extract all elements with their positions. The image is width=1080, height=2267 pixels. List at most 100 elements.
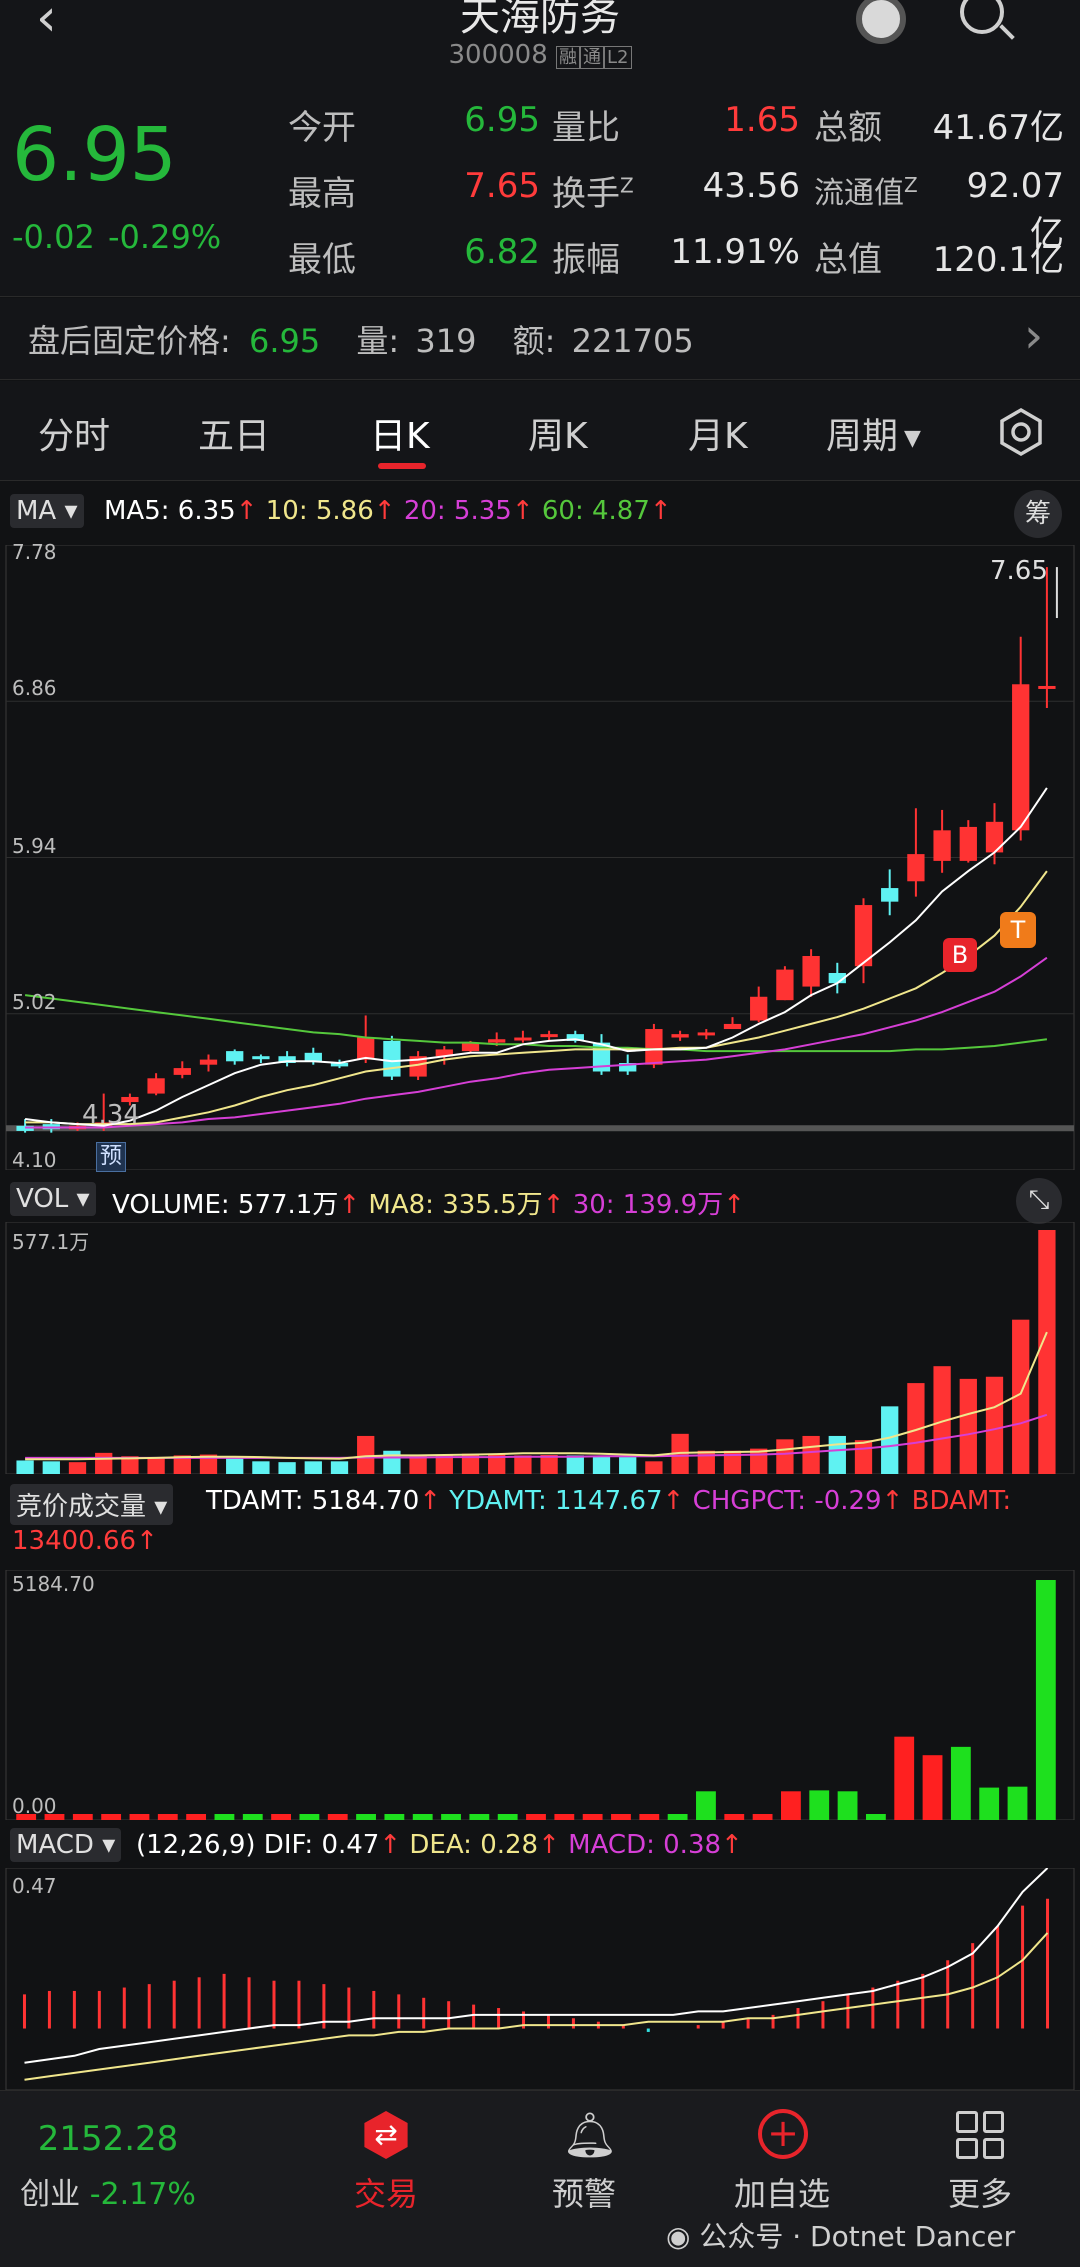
bdamt-row: 13400.66↑	[12, 1526, 158, 1556]
tab-five-day[interactable]: 五日	[198, 416, 271, 457]
auction-bar	[809, 1790, 830, 1820]
tab-weekly-k[interactable]: 周K	[528, 416, 588, 457]
level2-badge: L2	[604, 46, 632, 69]
grid-icon	[956, 2111, 1004, 2159]
tab-monthly-k[interactable]: 月K	[688, 416, 748, 457]
nav-add-watch-label: 加自选	[733, 2175, 830, 2213]
after-hours-bar[interactable]: 盘后固定价格: 6.95 量: 319 额: 221705 ›	[0, 298, 1080, 380]
volume-bar	[278, 1462, 296, 1474]
auction-bar	[526, 1814, 546, 1820]
ma-selector[interactable]: MA ▾	[10, 494, 84, 528]
amount-label: 总额	[814, 108, 882, 148]
index-name: 创业	[20, 2177, 81, 2212]
chip-distribution-button[interactable]: 筹	[1014, 490, 1062, 538]
volume-chart[interactable]	[0, 1222, 1080, 1474]
macd-axis-top: 0.47	[12, 1874, 57, 1898]
auction-selector[interactable]: 竞价成交量 ▾	[10, 1484, 174, 1525]
auction-bar	[271, 1814, 291, 1820]
auction-chart[interactable]	[0, 1570, 1080, 1820]
auction-legend: TDAMT: 5184.70↑ YDAMT: 1147.67↑ CHGPCT: …	[206, 1486, 1012, 1516]
stock-code: 300008	[448, 40, 548, 70]
candle-body	[435, 1049, 453, 1057]
watermark: ◉ 公众号 · Dotnet Dancer	[666, 2215, 1015, 2255]
volume-bar	[95, 1452, 113, 1474]
tab-intraday[interactable]: 分时	[38, 416, 111, 457]
candle-body	[697, 1032, 715, 1036]
auction-bar	[214, 1814, 235, 1820]
macd-chart[interactable]	[0, 1868, 1080, 2090]
volume-ratio-label: 量比	[552, 108, 620, 148]
dea-value: DEA: 0.28	[409, 1830, 539, 1860]
expand-icon[interactable]: ⤡	[1016, 1178, 1062, 1224]
tab-daily-k[interactable]: 日K	[370, 416, 430, 457]
candle-body	[409, 1056, 427, 1077]
t-signal-marker[interactable]: T	[1000, 912, 1036, 948]
index-row: 创业 -2.17%	[8, 2169, 208, 2213]
volume-bar	[435, 1455, 453, 1474]
chart-frame	[5, 1570, 1075, 1820]
ma10-value: 10: 5.86	[265, 496, 374, 526]
candle-body	[173, 1068, 191, 1075]
high-price-marker: 7.65	[990, 556, 1048, 586]
vol-selector[interactable]: VOL ▾	[10, 1182, 96, 1216]
last-price: 6.95	[12, 112, 177, 198]
candle-body	[723, 1023, 742, 1030]
price-axis-3: 5.94	[12, 834, 57, 858]
market-cap-value: 120.1亿	[932, 240, 1064, 280]
price-axis-2: 6.86	[12, 676, 57, 700]
price-axis-bottom: 4.10	[12, 1148, 57, 1172]
tab-period-dropdown[interactable]: 周期 ▼	[826, 416, 921, 457]
price-change: -0.02	[12, 218, 95, 256]
vol-ma8-line	[25, 1331, 1048, 1461]
auction-bar	[44, 1814, 65, 1820]
volume-bar	[514, 1455, 532, 1474]
volume-bar	[619, 1457, 637, 1474]
ma5-line	[24, 787, 1048, 1127]
active-tab-indicator	[378, 463, 426, 469]
forecast-badge[interactable]: 预	[96, 1142, 126, 1172]
volume-bar	[671, 1433, 689, 1474]
bdamt-value: 13400.66	[12, 1526, 137, 1556]
high-label: 最高	[288, 174, 356, 214]
amplitude-label: 振幅	[552, 240, 620, 280]
chart-frame	[5, 1222, 1075, 1474]
vol-legend: VOLUME: 577.1万↑ MA8: 335.5万↑ 30: 139.9万↑	[112, 1190, 746, 1220]
macd-selector[interactable]: MACD ▾	[10, 1828, 122, 1862]
auction-bar	[639, 1814, 660, 1820]
candle-body	[776, 969, 794, 1001]
back-icon[interactable]: ‹	[36, 0, 57, 48]
auction-bar	[979, 1787, 1000, 1820]
volume-bar	[540, 1454, 558, 1474]
turnover-value: 43.56	[702, 166, 800, 206]
settings-icon[interactable]	[996, 407, 1046, 457]
auction-axis-top: 5184.70	[12, 1572, 95, 1596]
auction-bar	[157, 1814, 178, 1820]
chevron-right-icon: ›	[1024, 308, 1044, 364]
volume-bar	[828, 1435, 846, 1474]
candle-body	[488, 1039, 506, 1043]
auction-axis-bottom: 0.00	[12, 1794, 57, 1818]
volume-value: VOLUME: 577.1万	[112, 1190, 339, 1220]
turnover-label: 换手Z	[552, 173, 634, 214]
candle-body	[881, 888, 899, 902]
macd-params: (12,26,9)	[136, 1830, 256, 1860]
assistant-icon[interactable]	[856, 0, 906, 44]
after-hours-amt-label: 额:	[512, 322, 556, 360]
volume-bar	[330, 1461, 349, 1474]
volume-bar	[854, 1440, 873, 1474]
buy-signal-marker[interactable]: B	[943, 938, 977, 972]
search-icon[interactable]	[960, 0, 1004, 34]
volume-bar	[461, 1453, 480, 1474]
auction-bar	[696, 1791, 716, 1820]
candle-body	[383, 1040, 401, 1077]
after-hours-label: 盘后固定价格:	[28, 322, 231, 360]
volume-bar	[199, 1454, 218, 1474]
volume-bar	[383, 1450, 401, 1474]
candlestick-chart[interactable]	[0, 545, 1080, 1170]
auction-bar	[72, 1814, 93, 1820]
after-hours-row: 盘后固定价格: 6.95 量: 319 额: 221705	[28, 316, 694, 362]
candle-body	[645, 1029, 663, 1065]
candle-body	[330, 1063, 349, 1067]
auction-bar	[554, 1814, 575, 1820]
auction-bar	[752, 1814, 773, 1820]
